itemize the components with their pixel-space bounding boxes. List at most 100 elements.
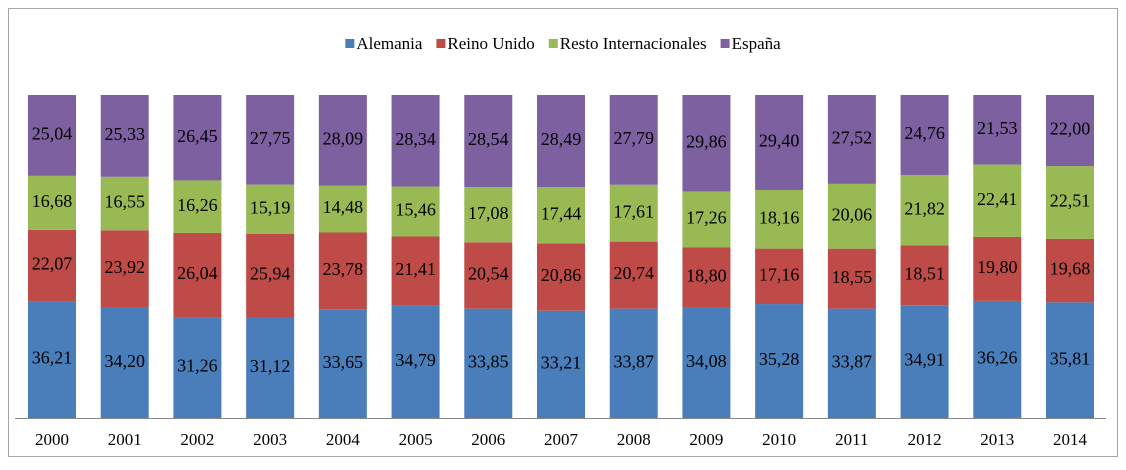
data-label: 34,79 xyxy=(395,350,436,370)
data-label: 18,55 xyxy=(832,267,873,287)
data-label: 34,20 xyxy=(104,351,145,371)
x-tick-label: 2000 xyxy=(35,430,69,449)
data-label: 31,12 xyxy=(250,356,291,376)
bar-segment xyxy=(537,310,585,418)
data-label: 33,65 xyxy=(323,352,364,372)
legend-swatch xyxy=(436,39,446,48)
data-label: 25,04 xyxy=(32,124,73,144)
data-label: 35,28 xyxy=(759,349,800,369)
x-tick-label: 2003 xyxy=(253,430,287,449)
bar-segment xyxy=(100,307,149,418)
bar-segment xyxy=(100,95,149,177)
data-label: 24,76 xyxy=(904,123,945,143)
data-label: 33,85 xyxy=(468,351,509,371)
bar-segment xyxy=(973,300,1022,418)
data-label: 25,33 xyxy=(104,124,145,144)
x-tick-label: 2011 xyxy=(835,430,868,449)
bar-segment xyxy=(391,305,440,418)
data-label: 33,21 xyxy=(541,352,582,372)
bar-segment xyxy=(173,180,222,233)
data-label: 27,52 xyxy=(832,128,873,148)
bar-segment xyxy=(464,308,513,418)
data-label: 34,91 xyxy=(904,350,945,370)
data-label: 17,08 xyxy=(468,203,509,223)
x-tick-label: 2010 xyxy=(762,430,796,449)
bar-segment xyxy=(318,309,367,418)
bar-segment xyxy=(246,233,295,318)
x-tick-label: 2004 xyxy=(326,430,361,449)
bar-segment xyxy=(827,95,876,184)
x-tick-label: 2014 xyxy=(1053,430,1088,449)
data-label: 34,08 xyxy=(686,351,727,371)
bar-segment xyxy=(682,247,731,308)
bar-segment xyxy=(537,187,585,244)
data-label: 33,87 xyxy=(613,351,654,371)
data-label: 35,81 xyxy=(1050,348,1091,368)
data-label: 29,40 xyxy=(759,131,800,151)
legend-label: Reino Unido xyxy=(447,34,534,53)
data-label: 28,54 xyxy=(468,129,509,149)
legend-label: Alemania xyxy=(356,34,423,53)
bar-segment xyxy=(173,317,222,418)
bar-segment xyxy=(900,305,949,418)
data-label: 26,04 xyxy=(177,263,218,283)
data-label: 16,68 xyxy=(32,191,73,211)
data-label: 36,21 xyxy=(32,348,73,368)
bar-segment xyxy=(246,317,295,418)
bar-segment xyxy=(173,232,222,318)
data-label: 19,68 xyxy=(1050,259,1091,279)
data-label: 27,79 xyxy=(613,128,654,148)
data-label: 17,16 xyxy=(759,264,800,284)
bar-segment xyxy=(900,95,949,175)
bar-segment xyxy=(28,229,76,302)
legend-swatch xyxy=(720,39,730,48)
data-label: 18,51 xyxy=(904,263,945,283)
data-label: 25,94 xyxy=(250,264,291,284)
bar-segment xyxy=(682,307,731,418)
bar-segment xyxy=(391,236,440,306)
bar-segment xyxy=(100,176,149,231)
legend-label: Resto Internacionales xyxy=(560,34,707,53)
bar-segment xyxy=(682,191,731,248)
x-tick-label: 2012 xyxy=(908,430,942,449)
data-label: 20,06 xyxy=(832,204,873,224)
x-tick-label: 2001 xyxy=(108,430,142,449)
data-label: 15,46 xyxy=(395,200,436,220)
data-label: 16,26 xyxy=(177,195,218,215)
data-label: 21,53 xyxy=(977,118,1018,138)
legend-label: España xyxy=(732,34,782,53)
bar-segment xyxy=(537,95,585,188)
x-tick-label: 2002 xyxy=(180,430,214,449)
bar-segment xyxy=(1046,238,1094,303)
data-label: 23,78 xyxy=(323,259,364,279)
bar-segment xyxy=(246,184,295,234)
bar-segment xyxy=(1046,166,1094,239)
bar-segment xyxy=(391,95,440,187)
bar-segment xyxy=(28,301,76,418)
data-label: 22,00 xyxy=(1050,119,1091,139)
data-label: 16,55 xyxy=(104,192,145,212)
bar-segment xyxy=(827,248,876,309)
data-label: 29,86 xyxy=(686,131,727,151)
data-label: 20,54 xyxy=(468,264,509,284)
bar-segment xyxy=(318,95,367,186)
bar-segment xyxy=(609,184,658,242)
data-label: 19,80 xyxy=(977,257,1018,277)
bar-segment xyxy=(900,245,949,306)
bar-segment xyxy=(246,95,295,185)
bar-segment xyxy=(755,189,804,249)
data-label: 18,16 xyxy=(759,207,800,227)
bar-segment xyxy=(1046,302,1094,418)
legend-swatch xyxy=(548,39,558,48)
x-tick-label: 2008 xyxy=(617,430,651,449)
data-label: 17,44 xyxy=(541,203,582,223)
data-label: 21,41 xyxy=(395,259,436,279)
data-label: 22,41 xyxy=(977,189,1018,209)
data-label: 18,80 xyxy=(686,266,727,286)
data-label: 17,61 xyxy=(613,201,654,221)
x-tick-label: 2009 xyxy=(689,430,723,449)
bar-segment xyxy=(973,95,1022,165)
legend-swatch xyxy=(345,39,355,48)
bar-segment xyxy=(682,95,731,192)
bar-segment xyxy=(900,174,949,246)
